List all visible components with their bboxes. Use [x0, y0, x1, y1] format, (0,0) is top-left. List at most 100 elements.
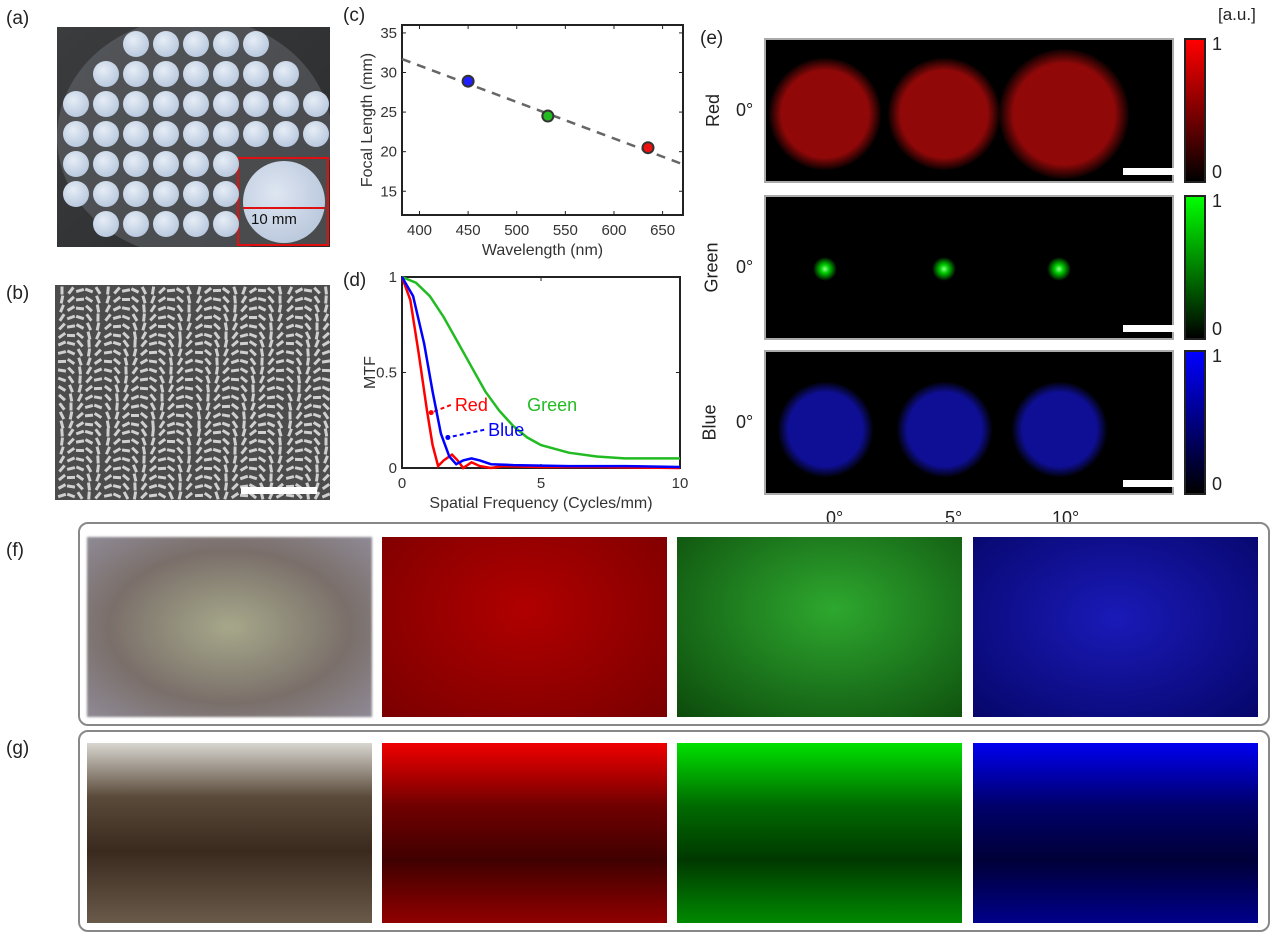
x-tick-label: 10: [672, 475, 689, 492]
panel-label-f: (f): [6, 540, 24, 561]
chart-focal-length: 400 450 500 550 600 650 15 20 25 30 35 Wavelength (…: [359, 24, 684, 259]
lens-element: [213, 181, 239, 207]
lens-element: [183, 61, 209, 87]
colorbar-min: 0: [1212, 319, 1223, 339]
arrow-head: [428, 410, 434, 416]
nanofin: [130, 413, 139, 417]
psf-panel-green: [764, 195, 1176, 340]
row-label: Blue: [699, 404, 720, 441]
arrow-head: [445, 434, 451, 440]
lens-element: [153, 61, 179, 87]
lens-element: [183, 31, 209, 57]
row-label: Green: [701, 242, 722, 293]
mtf-line-blue: [400, 276, 681, 469]
colorbar-min: 0: [1212, 162, 1223, 182]
lens-element: [183, 151, 209, 177]
row-label: Red: [703, 93, 724, 128]
psf-spot: [769, 58, 881, 170]
psf-spot: [1047, 257, 1071, 281]
x-tick-label: 600: [601, 222, 626, 239]
nanofin: [258, 431, 267, 435]
lens-element: [123, 181, 149, 207]
panel-label-e: (e): [700, 28, 724, 49]
psf-panel-blue: [764, 350, 1176, 495]
panel-label-d: (d): [343, 270, 367, 291]
colorbar-max: 1: [1212, 346, 1223, 366]
lens-element: [123, 31, 149, 57]
lens-element: [63, 91, 89, 117]
captured-green-channel: [677, 537, 962, 717]
scale-bar: [241, 487, 317, 494]
lens-element: [273, 61, 299, 87]
series-label-green: Green: [527, 395, 577, 415]
y-axis-label: Focal Length (mm): [359, 53, 376, 187]
lens-element: [123, 91, 149, 117]
y-tick-label: 20: [380, 144, 397, 161]
lens-element: [123, 211, 149, 237]
lens-element: [153, 181, 179, 207]
lens-element: [213, 91, 239, 117]
panel-label-g: (g): [6, 738, 30, 759]
y-tick-label: 15: [380, 183, 397, 200]
data-point: [541, 109, 555, 123]
captured-color-image: [87, 537, 372, 717]
nanofin: [249, 315, 258, 319]
colorbar-max: 1: [1212, 191, 1223, 211]
lens-element: [183, 211, 209, 237]
chart-mtf: 0 5 10 0 0.5 1 Spatial Frequency (Cycles/mm) MT…: [362, 269, 688, 512]
colorbar-max: 1: [1212, 34, 1223, 54]
lens-element: [63, 151, 89, 177]
scale-bar: [1123, 480, 1176, 487]
plot-area: [401, 24, 684, 216]
sem-nanostructure-image: [55, 285, 330, 500]
x-tick-label: 5: [537, 475, 545, 492]
lens-element: [303, 91, 329, 117]
lens-element: [153, 121, 179, 147]
lens-element: [153, 31, 179, 57]
panel-label-b: (b): [6, 283, 30, 304]
metalens-wafer-photo: 10 mm: [57, 27, 330, 247]
lens-element: [243, 91, 269, 117]
x-tick-label: 0: [398, 475, 406, 492]
colorbar-min: 0: [1212, 474, 1223, 494]
captured-red-channel: [382, 537, 667, 717]
panel-label-c: (c): [343, 5, 366, 26]
row-angle: 0°: [736, 100, 754, 120]
captured-blue-channel: [973, 537, 1258, 717]
scale-text: 10 mm: [251, 211, 297, 228]
y-tick-label: 30: [380, 65, 397, 82]
lens-element: [183, 91, 209, 117]
lens-element: [123, 61, 149, 87]
mtf-line-green: [401, 275, 680, 460]
series-label-red: Red: [455, 395, 488, 415]
psf-panel-red: [764, 38, 1176, 183]
lens-element: [243, 61, 269, 87]
lens-element: [93, 91, 119, 117]
nanofin-array: [55, 285, 330, 500]
lens-element: [93, 61, 119, 87]
lens-element: [213, 151, 239, 177]
lens-element: [213, 121, 239, 147]
data-point: [641, 141, 655, 155]
x-tick-label: 650: [650, 222, 675, 239]
lens-element: [213, 61, 239, 87]
psf-spot: [999, 49, 1129, 179]
y-tick-label: 0.5: [376, 365, 397, 382]
lens-element: [273, 121, 299, 147]
row-angle: 0°: [736, 257, 754, 277]
scale-bar: [1123, 325, 1176, 332]
panel-label-a: (a): [6, 8, 30, 29]
lens-element: [63, 181, 89, 207]
x-tick-label: 400: [407, 222, 432, 239]
colorbar: [1184, 38, 1206, 183]
psf-spot: [932, 257, 956, 281]
lens-element: [273, 91, 299, 117]
lens-element: [183, 181, 209, 207]
x-tick-label: 500: [504, 222, 529, 239]
psf-spot: [1011, 381, 1107, 477]
label-arrow: [447, 428, 485, 439]
psf-spot: [777, 381, 873, 477]
lens-element: [303, 121, 329, 147]
lens-element: [153, 151, 179, 177]
